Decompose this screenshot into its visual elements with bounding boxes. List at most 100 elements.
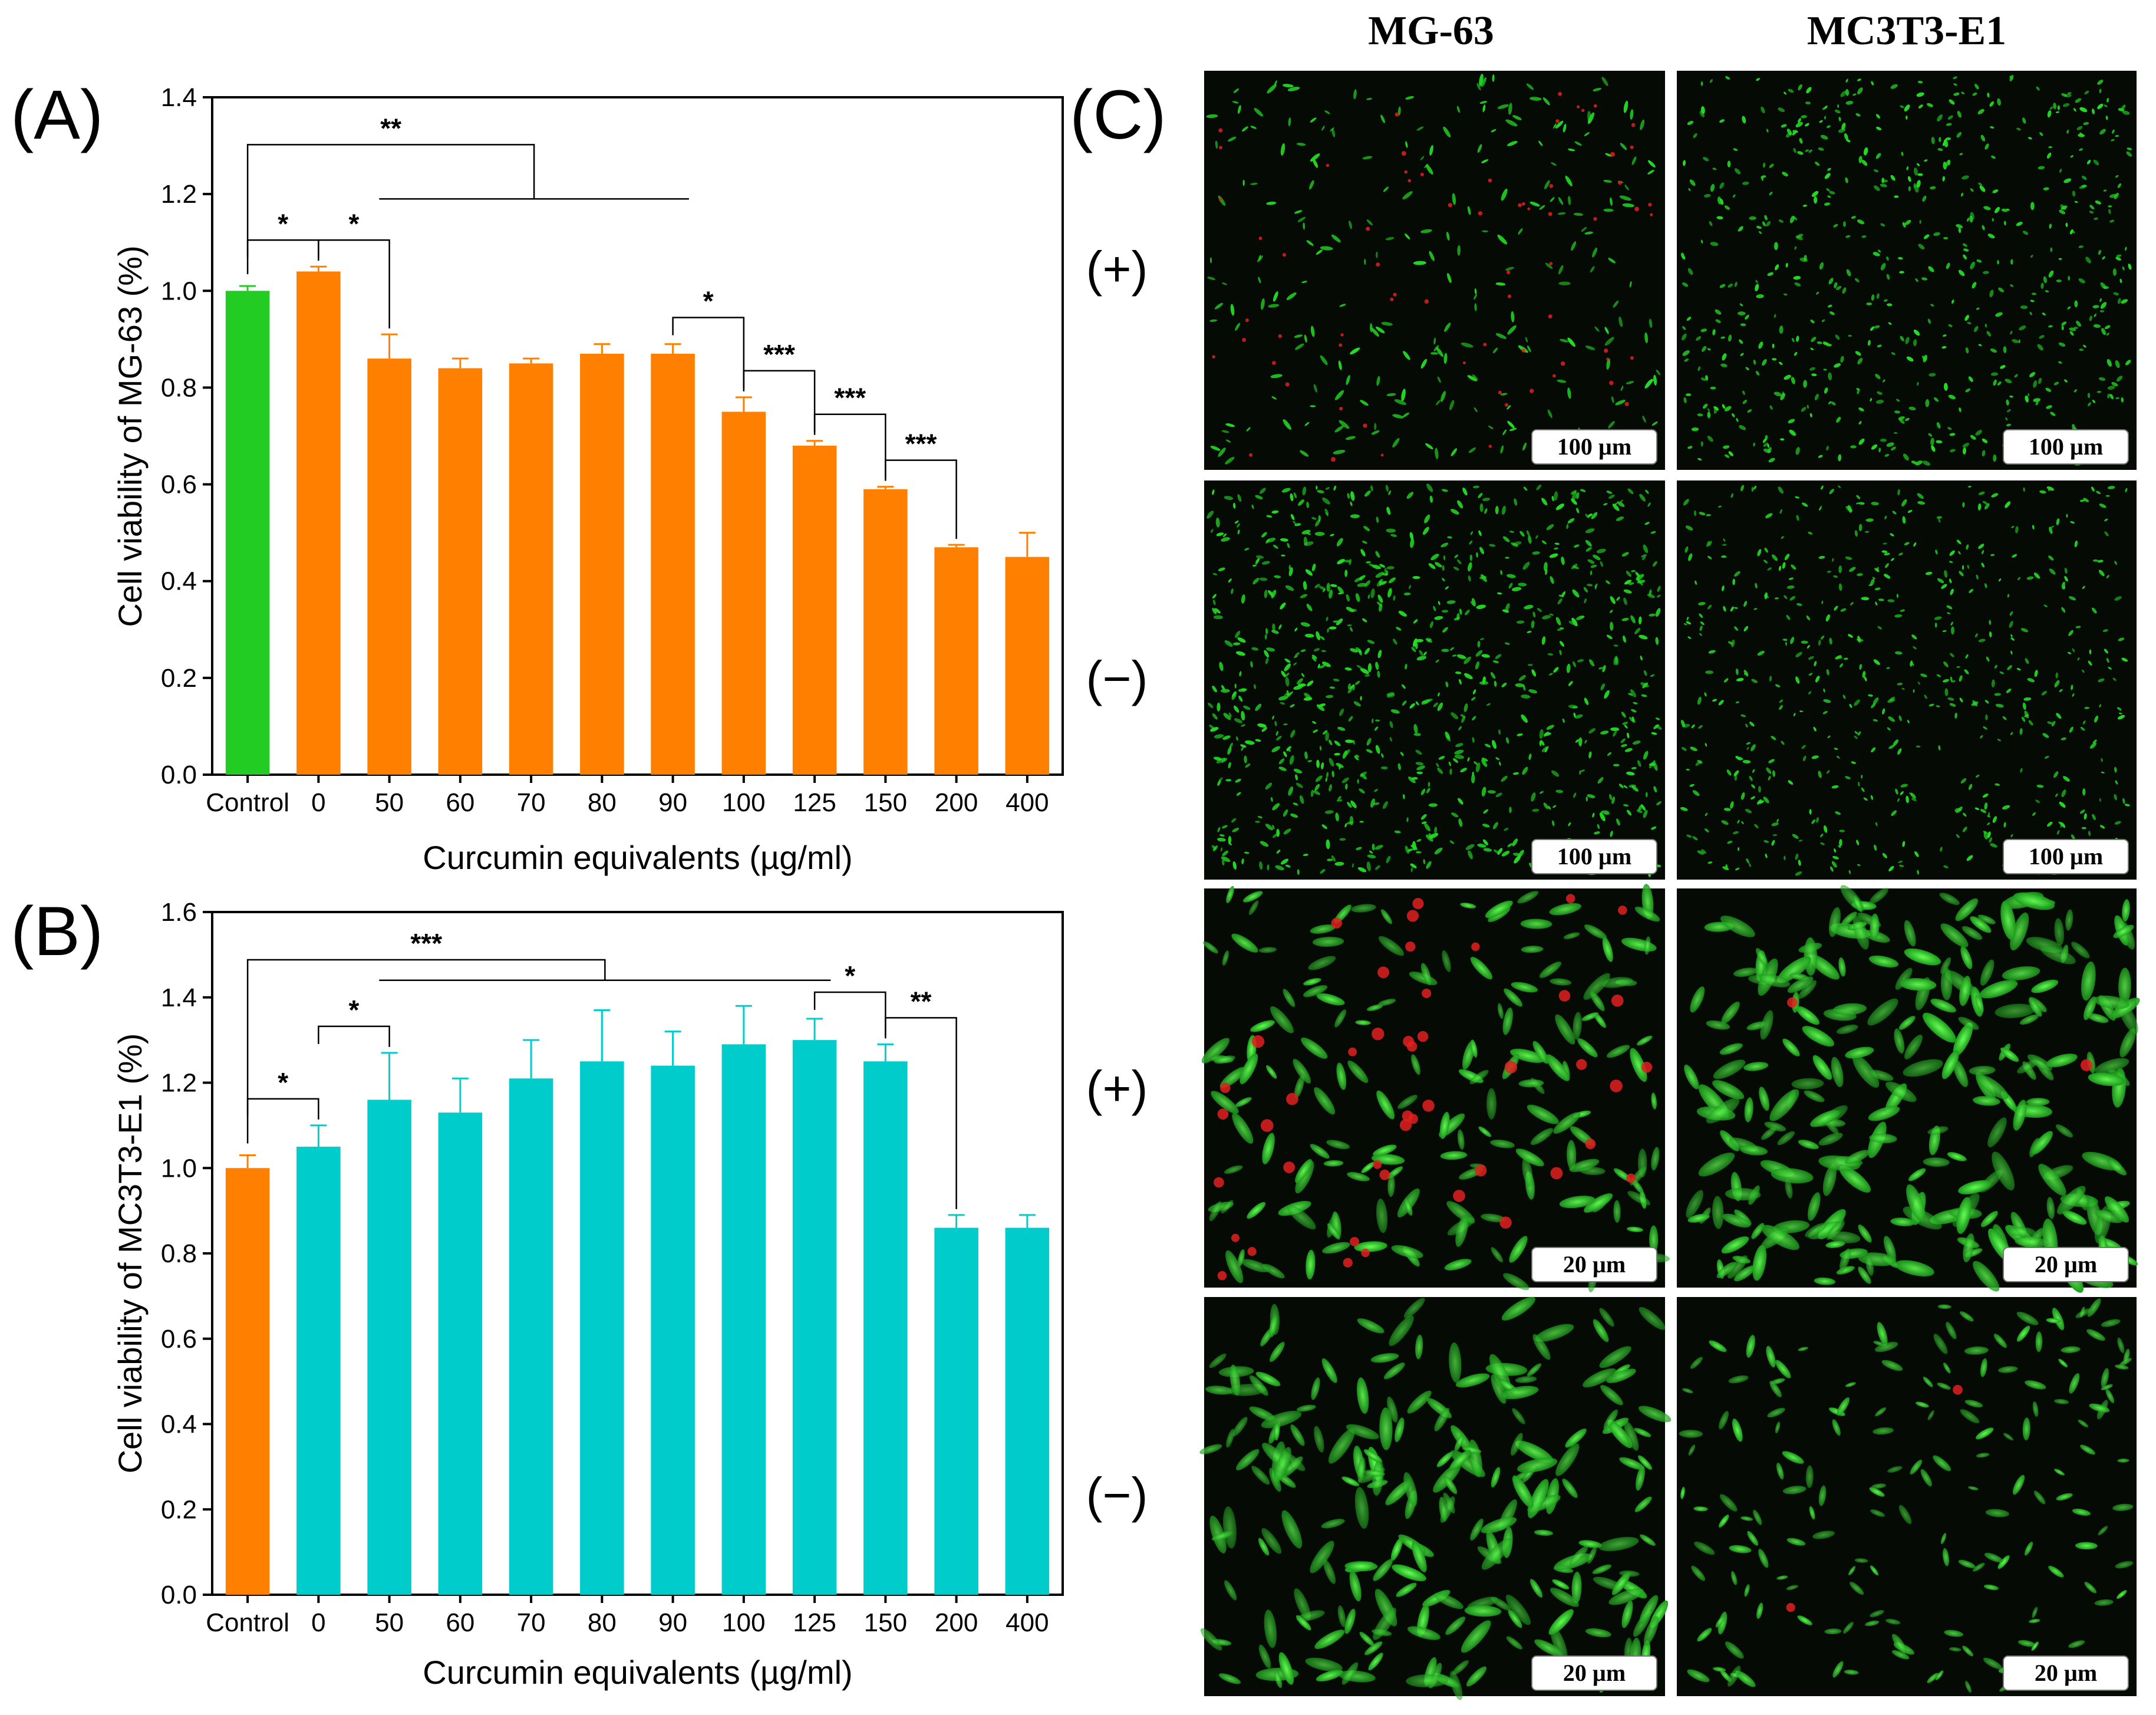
live-cell — [1917, 80, 1923, 84]
b-bar — [1005, 1227, 1050, 1595]
live-cell — [1841, 911, 1857, 926]
live-cell — [1778, 486, 1784, 494]
a-xtick-label: 200 — [935, 788, 978, 817]
live-cell — [1258, 276, 1261, 284]
live-cell — [2027, 678, 2035, 683]
live-cell — [1380, 909, 1392, 924]
live-cell — [1748, 863, 1751, 867]
live-cell — [1452, 1660, 1469, 1676]
live-cell — [1376, 1199, 1388, 1233]
live-cell — [2126, 151, 2132, 157]
live-cell — [1213, 615, 1223, 620]
live-cell — [1693, 133, 1697, 139]
live-cell — [1434, 847, 1443, 855]
live-cell — [1914, 184, 1919, 193]
live-cell — [2098, 570, 2105, 577]
live-cell — [1295, 774, 1298, 781]
live-cell — [1258, 255, 1261, 261]
dead-cell — [1786, 1602, 1795, 1612]
live-cell — [1272, 291, 1278, 302]
live-cell — [1614, 502, 1617, 506]
live-cell — [1776, 1575, 1788, 1580]
live-cell — [1606, 634, 1613, 640]
live-cell — [1974, 807, 1980, 811]
live-cell — [1829, 637, 1832, 645]
live-cell — [2046, 1197, 2055, 1219]
live-cell — [1297, 678, 1303, 684]
dead-cell — [1406, 1041, 1417, 1052]
live-cell — [1521, 714, 1528, 723]
live-cell — [1241, 746, 1244, 751]
live-cell — [1366, 561, 1371, 564]
live-cell — [1507, 141, 1518, 146]
live-cell — [1705, 812, 1708, 817]
live-cell — [1946, 1322, 1957, 1339]
live-cell — [1933, 232, 1941, 236]
live-cell — [1329, 686, 1336, 689]
live-cell — [1758, 800, 1764, 804]
live-cell — [2064, 567, 2068, 574]
live-cell — [1995, 664, 1997, 669]
live-cell — [1838, 117, 1841, 121]
live-cell — [2032, 1131, 2053, 1155]
live-cell — [1857, 389, 1860, 394]
live-cell — [1478, 1126, 1492, 1137]
live-cell — [1858, 524, 1862, 532]
live-cell — [2098, 1526, 2108, 1536]
live-cell — [1235, 630, 1241, 638]
live-cell — [1543, 802, 1549, 809]
live-cell — [1858, 407, 1864, 412]
live-cell — [1983, 1657, 2002, 1670]
live-cell — [1237, 523, 1240, 528]
live-cell — [1505, 119, 1518, 127]
live-cell — [1780, 393, 1785, 400]
live-cell — [1753, 1509, 1762, 1525]
live-cell — [1314, 784, 1320, 791]
live-cell — [1655, 717, 1660, 720]
live-cell — [1294, 210, 1303, 214]
live-cell — [1410, 538, 1415, 548]
live-cell — [1550, 1626, 1568, 1661]
live-cell — [1880, 263, 1886, 271]
live-cell — [1453, 758, 1459, 763]
b-sig-label: *** — [410, 928, 442, 959]
b-sig-bracket — [813, 991, 886, 1039]
live-cell — [2063, 178, 2072, 183]
live-cell — [1736, 677, 1744, 682]
live-cell — [1286, 292, 1297, 300]
live-cell — [1750, 744, 1756, 752]
live-cell — [1898, 860, 1903, 864]
live-cell — [1801, 640, 1808, 644]
live-cell — [1740, 1516, 1753, 1521]
live-cell — [1379, 1407, 1393, 1450]
live-cell — [1428, 803, 1438, 807]
live-cell — [1481, 1213, 1506, 1223]
live-cell — [2094, 715, 2099, 723]
scale-bar-label: 100 µm — [1557, 433, 1631, 460]
live-cell — [1501, 682, 1507, 687]
live-cell — [1941, 584, 1947, 589]
live-cell — [2016, 127, 2021, 131]
live-cell — [1236, 736, 1238, 741]
live-cell — [1412, 1540, 1427, 1573]
dead-cell — [1521, 348, 1526, 353]
live-cell — [1553, 123, 1557, 129]
live-cell — [2052, 1308, 2065, 1331]
live-cell — [1234, 718, 1243, 723]
live-cell — [1979, 980, 2018, 999]
live-cell — [1805, 1223, 1827, 1237]
live-cell — [1390, 1538, 1403, 1561]
live-cell — [1653, 786, 1657, 793]
live-cell — [1276, 736, 1282, 741]
live-cell — [1344, 667, 1352, 671]
a-bar — [225, 291, 270, 775]
live-cell — [1209, 1201, 1222, 1222]
live-cell — [1474, 288, 1477, 295]
live-cell — [1947, 697, 1954, 701]
live-cell — [2086, 1329, 2105, 1341]
live-cell — [1594, 326, 1600, 332]
live-cell — [1898, 256, 1903, 260]
live-cell — [1350, 491, 1355, 501]
live-cell — [2092, 814, 2096, 821]
live-cell — [1482, 230, 1489, 233]
